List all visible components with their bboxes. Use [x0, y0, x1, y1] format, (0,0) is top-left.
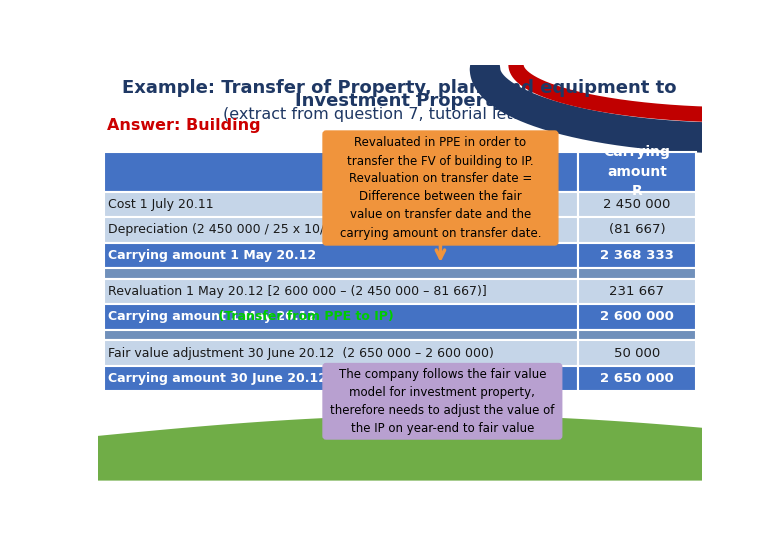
Bar: [578, 304, 696, 330]
Bar: [104, 279, 578, 304]
Text: Cost 1 July 20.11: Cost 1 July 20.11: [108, 198, 214, 211]
Bar: [578, 340, 696, 366]
Bar: [104, 304, 578, 330]
Bar: [104, 152, 578, 192]
Bar: [104, 242, 578, 268]
Bar: [578, 242, 696, 268]
Bar: [578, 330, 696, 340]
Text: Carrying amount 30 June 20.12: Carrying amount 30 June 20.12: [108, 372, 328, 385]
Text: 231 667: 231 667: [609, 285, 665, 298]
Text: 2 600 000: 2 600 000: [600, 310, 674, 323]
Text: Investment Property: Investment Property: [295, 92, 505, 110]
Text: 2 368 333: 2 368 333: [600, 249, 674, 262]
Polygon shape: [98, 415, 702, 481]
Bar: [578, 366, 696, 391]
Text: Fair value adjustment 30 June 20.12  (2 650 000 – 2 600 000): Fair value adjustment 30 June 20.12 (2 6…: [108, 347, 495, 360]
Text: (Transfer from PPE to IP): (Transfer from PPE to IP): [214, 310, 394, 323]
Text: Example: Transfer of Property, plant and equipment to: Example: Transfer of Property, plant and…: [122, 79, 677, 97]
Bar: [578, 268, 696, 279]
Bar: [104, 217, 578, 242]
Text: The company follows the fair value
model for investment property,
therefore need: The company follows the fair value model…: [330, 368, 555, 435]
Bar: [104, 268, 578, 279]
Bar: [578, 217, 696, 242]
Text: Revaluated in PPE in order to
transfer the FV of building to IP.
Revaluation on : Revaluated in PPE in order to transfer t…: [339, 137, 541, 240]
Text: 2 650 000: 2 650 000: [600, 372, 674, 385]
FancyBboxPatch shape: [323, 131, 558, 245]
Text: (extract from question 7, tutorial letter 102): (extract from question 7, tutorial lette…: [222, 106, 577, 122]
Bar: [104, 340, 578, 366]
Bar: [104, 192, 578, 217]
Text: 2 450 000: 2 450 000: [603, 198, 671, 211]
Text: Revaluation 1 May 20.12 [2 600 000 – (2 450 000 – 81 667)]: Revaluation 1 May 20.12 [2 600 000 – (2 …: [108, 285, 487, 298]
FancyBboxPatch shape: [323, 363, 562, 439]
Text: Carrying amount 1 May 20.12: Carrying amount 1 May 20.12: [108, 310, 317, 323]
Text: 50 000: 50 000: [614, 347, 660, 360]
Text: Carrying amount 1 May 20.12: Carrying amount 1 May 20.12: [108, 249, 317, 262]
Text: Carrying
amount
R: Carrying amount R: [604, 145, 670, 198]
Text: Depreciation (2 450 000 / 25 x 10/12): Depreciation (2 450 000 / 25 x 10/12): [108, 224, 346, 237]
Text: Answer: Building: Answer: Building: [107, 118, 261, 133]
Bar: [104, 366, 578, 391]
Bar: [104, 330, 578, 340]
Bar: [578, 279, 696, 304]
Text: (81 667): (81 667): [608, 224, 665, 237]
Bar: [578, 192, 696, 217]
Bar: [578, 152, 696, 192]
